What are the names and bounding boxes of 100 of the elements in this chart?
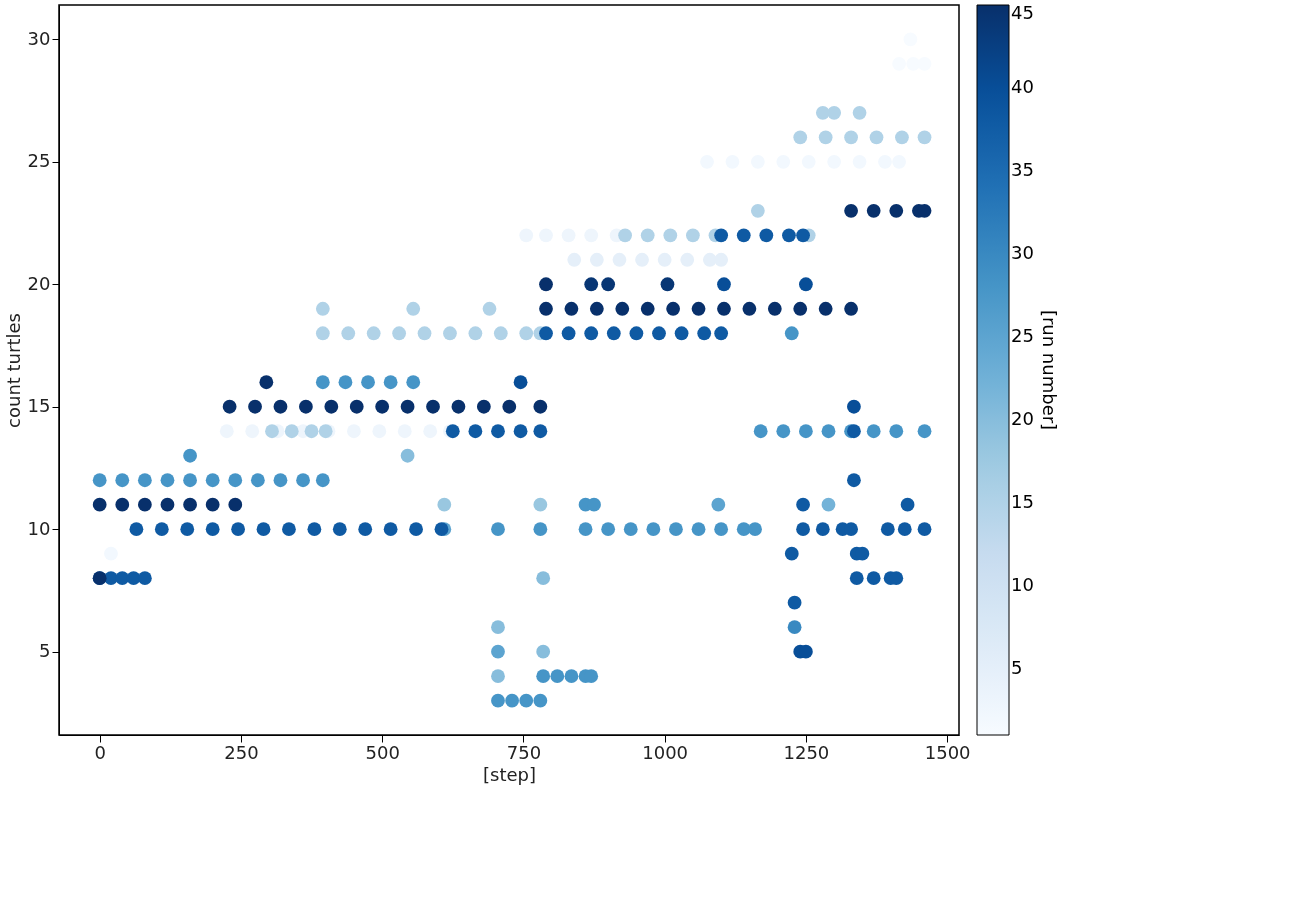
point [539, 326, 553, 341]
point [796, 497, 810, 512]
point [589, 252, 604, 267]
point [691, 301, 706, 316]
color-bar-label: 30 [1011, 241, 1034, 263]
point [539, 277, 553, 292]
color-bar-label: 5 [1011, 656, 1023, 678]
x-tick-label: 0 [94, 741, 106, 763]
point [513, 375, 528, 390]
point [550, 669, 565, 684]
point [92, 473, 107, 488]
point [180, 522, 195, 537]
point [205, 497, 220, 512]
y-tick-label: 20 [27, 272, 51, 294]
point [787, 595, 802, 610]
point [366, 326, 381, 341]
point [674, 326, 689, 341]
point [821, 424, 836, 439]
point [154, 522, 169, 537]
point [533, 522, 548, 537]
point [578, 522, 593, 537]
point [299, 399, 313, 414]
point [784, 326, 799, 341]
point [844, 522, 858, 537]
point [606, 326, 621, 341]
point [491, 644, 505, 659]
x-tick-label: 1500 [924, 741, 971, 763]
point [793, 130, 808, 145]
point [564, 669, 579, 684]
point [818, 130, 833, 145]
point [900, 497, 915, 512]
point [852, 105, 867, 120]
point [519, 326, 534, 341]
point [307, 522, 322, 537]
point [917, 522, 932, 537]
point [536, 644, 551, 659]
point [660, 277, 675, 292]
point [115, 571, 130, 586]
point [284, 424, 299, 439]
point [787, 620, 802, 635]
point [282, 522, 296, 537]
point [657, 252, 672, 267]
point [228, 473, 243, 488]
point [482, 301, 497, 316]
point [265, 424, 279, 439]
point [304, 424, 319, 439]
point [358, 522, 373, 537]
point [533, 399, 548, 414]
point [115, 497, 130, 512]
y-tick-label: 15 [27, 395, 51, 417]
point [736, 228, 751, 243]
point [784, 546, 799, 561]
color-bar-label: 25 [1011, 324, 1034, 346]
point [519, 693, 534, 708]
point [324, 399, 339, 414]
point [618, 228, 632, 243]
point [392, 326, 407, 341]
point [866, 571, 881, 586]
point [844, 130, 858, 145]
y-tick-label: 10 [27, 517, 51, 539]
point [897, 522, 912, 537]
point [629, 326, 644, 341]
point [273, 399, 288, 414]
point [818, 301, 833, 316]
point [248, 399, 262, 414]
point [753, 424, 768, 439]
point [584, 326, 599, 341]
point [137, 571, 152, 586]
point [697, 326, 712, 341]
point [443, 326, 457, 341]
point [491, 620, 505, 635]
point [567, 252, 582, 267]
point [799, 277, 813, 292]
point [767, 301, 782, 316]
y-tick-label: 30 [27, 27, 51, 49]
point [183, 473, 197, 488]
point [222, 399, 237, 414]
point [533, 424, 548, 439]
x-tick-label: 250 [224, 741, 259, 763]
point [341, 326, 356, 341]
point [589, 301, 604, 316]
point [228, 497, 243, 512]
point [426, 399, 440, 414]
point [513, 424, 528, 439]
point [827, 105, 842, 120]
point [468, 326, 483, 341]
point [680, 252, 695, 267]
point [137, 497, 152, 512]
point [714, 522, 729, 537]
point [612, 252, 627, 267]
point [880, 522, 895, 537]
point [711, 497, 726, 512]
point [849, 571, 864, 586]
point [315, 326, 330, 341]
point [183, 497, 197, 512]
point [646, 522, 661, 537]
point [640, 301, 655, 316]
point [406, 375, 421, 390]
point [315, 375, 330, 390]
point [349, 399, 364, 414]
